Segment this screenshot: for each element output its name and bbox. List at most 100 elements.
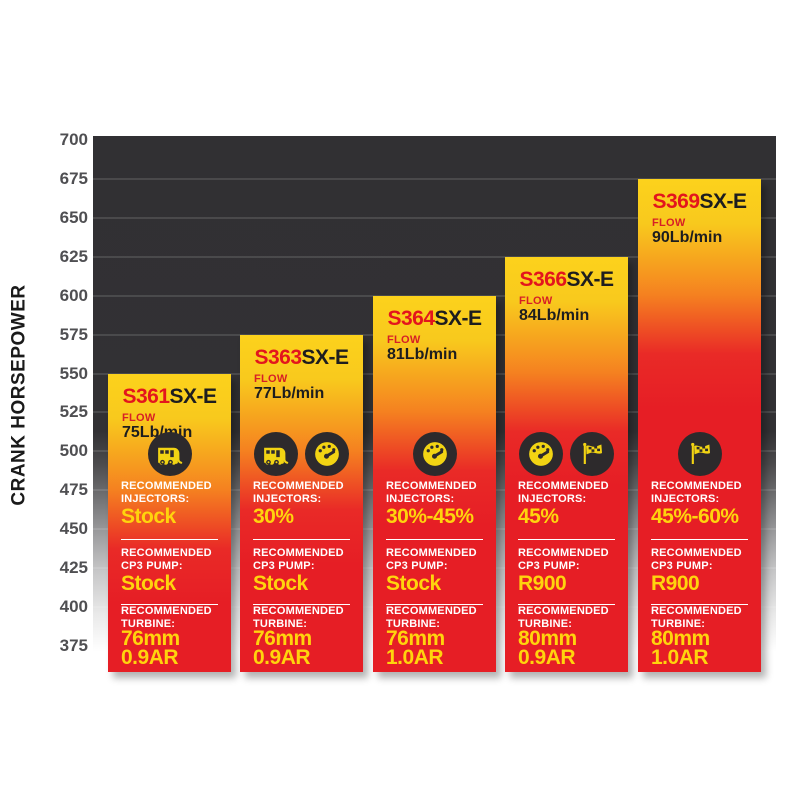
icon-row [108,432,231,476]
divider [386,539,483,540]
y-tick-label: 600 [59,286,88,305]
divider [518,604,615,605]
divider [253,539,350,540]
gridline [93,256,776,258]
y-axis-title: CRANK HORSEPOWER [2,250,38,540]
y-tick-label: 475 [59,480,88,499]
turbine-label: RECOMMENDED TURBINE: [386,605,477,630]
camper-icon [147,432,192,476]
y-tick-label: 500 [59,441,88,460]
y-tick-label: 675 [59,169,88,188]
flow-value: 77Lb/min [254,385,325,402]
icon-row [240,432,363,476]
cp3-pump-label: RECOMMENDED CP3 PUMP: [518,547,609,572]
flag-icon [570,432,614,476]
bar-model-title: S361SX-E [108,385,231,409]
cp3-pump-label: RECOMMENDED CP3 PUMP: [386,547,477,572]
turbine-value: 76mm 1.0AR [386,627,445,669]
turbo-bar-s361: S361SX-E FLOW 75Lb/min RECOMMENDED INJECTOR… [108,374,231,672]
y-axis-title-text: CRANK HORSEPOWER [9,284,31,506]
flow-value: 81Lb/min [387,346,458,363]
turbine-value: 80mm 1.0AR [651,627,710,669]
gridline [93,178,776,180]
cp3-pump-label: RECOMMENDED CP3 PUMP: [651,547,742,572]
gridline [93,217,776,219]
injectors-label: RECOMMENDED INJECTORS: [651,480,742,505]
bar-model-title: S366SX-E [505,268,628,292]
turbo-bar-s363: S363SX-E FLOW 77Lb/min RECOMMENDED INJECTOR… [240,335,363,672]
model-series: SX-E [301,346,350,369]
turbine-label: RECOMMENDED TURBINE: [518,605,609,630]
turbine-label: RECOMMENDED TURBINE: [651,605,742,630]
injectors-value: 45%-60% [651,505,739,528]
y-tick-label: 575 [59,325,88,344]
model-number: S364 [387,307,435,330]
divider [121,604,218,605]
injectors-value: 30% [253,505,294,528]
flow-label: FLOW [652,217,686,229]
flow-label: FLOW [122,412,156,424]
y-tick-label: 400 [59,597,88,616]
divider [121,539,218,540]
model-number: S361 [122,385,170,408]
turbine-value: 76mm 0.9AR [253,627,312,669]
y-tick-label: 375 [59,636,88,655]
model-series: SX-E [169,385,218,408]
turbine-value: 76mm 0.9AR [121,627,180,669]
bar-model-title: S363SX-E [240,346,363,370]
injectors-label: RECOMMENDED INJECTORS: [121,480,212,505]
flow-label: FLOW [254,373,288,385]
cp3-pump-value: R900 [651,572,700,595]
model-series: SX-E [566,268,615,291]
bar-model-title: S364SX-E [373,307,496,331]
gauge-icon [412,432,457,476]
y-tick-label: 700 [59,130,88,149]
model-number: S369 [652,190,700,213]
turbine-value: 80mm 0.9AR [518,627,577,669]
y-tick-label: 650 [59,208,88,227]
cp3-pump-value: Stock [253,572,308,595]
y-tick-label: 550 [59,364,88,383]
y-tick-label: 450 [59,519,88,538]
icon-row [505,432,628,476]
cp3-pump-value: R900 [518,572,567,595]
injectors-value: 30%-45% [386,505,474,528]
flow-label: FLOW [387,334,421,346]
injectors-label: RECOMMENDED INJECTORS: [518,480,609,505]
model-series: SX-E [434,307,483,330]
icon-row [373,432,496,476]
model-series: SX-E [699,190,748,213]
y-tick-label: 625 [59,247,88,266]
bar-model-title: S369SX-E [638,190,761,214]
cp3-pump-value: Stock [386,572,441,595]
flag-icon [677,432,722,476]
flow-value: 90Lb/min [652,229,723,246]
gauge-icon [519,432,563,476]
gauge-icon [305,432,349,476]
injectors-value: Stock [121,505,176,528]
y-tick-label: 525 [59,402,88,421]
model-number: S363 [254,346,302,369]
injectors-value: 45% [518,505,559,528]
divider [518,539,615,540]
turbo-bar-s364: S364SX-E FLOW 81Lb/min RECOMMENDED INJECTOR… [373,296,496,672]
turbine-label: RECOMMENDED TURBINE: [253,605,344,630]
cp3-pump-value: Stock [121,572,176,595]
cp3-pump-label: RECOMMENDED CP3 PUMP: [121,547,212,572]
divider [651,604,748,605]
turbo-bar-s369: S369SX-E FLOW 90Lb/min RECOMMENDED INJECTOR… [638,179,761,672]
flow-value: 84Lb/min [519,307,590,324]
injectors-label: RECOMMENDED INJECTORS: [253,480,344,505]
icon-row [638,432,761,476]
model-number: S366 [519,268,567,291]
cp3-pump-label: RECOMMENDED CP3 PUMP: [253,547,344,572]
divider [386,604,483,605]
injectors-label: RECOMMENDED INJECTORS: [386,480,477,505]
flow-label: FLOW [519,295,553,307]
turbine-label: RECOMMENDED TURBINE: [121,605,212,630]
camper-icon [254,432,298,476]
y-tick-label: 425 [59,558,88,577]
divider [253,604,350,605]
turbo-bar-s366: S366SX-E FLOW 84Lb/min RECOMMENDED INJECTOR… [505,257,628,672]
